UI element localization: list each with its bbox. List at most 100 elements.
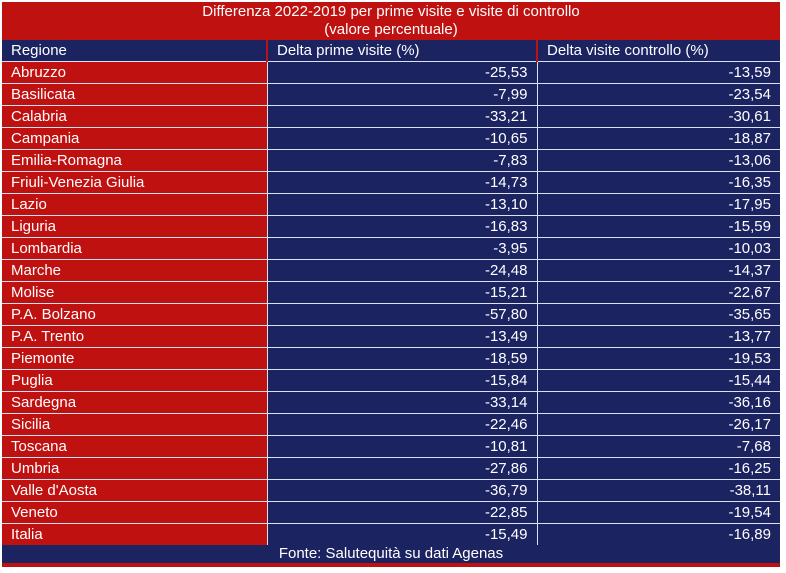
- table-row: Lombardia -3,95 -10,03: [2, 237, 780, 260]
- delta-prime-cell: -24,48: [266, 259, 538, 282]
- table-row: Marche -24,48 -14,37: [2, 259, 780, 282]
- table-row: Puglia -15,84 -15,44: [2, 369, 780, 392]
- table-title: Differenza 2022-2019 per prime visite e …: [2, 2, 780, 40]
- data-table: Regione Delta prime visite (%) Delta vis…: [2, 40, 780, 545]
- delta-prime-cell: -15,84: [266, 369, 538, 392]
- table-row: Sicilia -22,46 -26,17: [2, 413, 780, 436]
- region-cell: Abruzzo: [2, 61, 268, 84]
- delta-prime-cell: -27,86: [266, 457, 538, 480]
- delta-prime-cell: -7,83: [266, 149, 538, 172]
- table-row: Valle d'Aosta -36,79 -38,11: [2, 479, 780, 502]
- delta-controllo-cell: -16,25: [536, 457, 780, 480]
- region-cell: Piemonte: [2, 347, 268, 370]
- delta-prime-cell: -15,21: [266, 281, 538, 304]
- header-regione: Regione: [2, 40, 267, 62]
- table-title-line1: Differenza 2022-2019 per prime visite e …: [202, 3, 580, 20]
- table-row: Italia -15,49 -16,89: [2, 523, 780, 545]
- delta-controllo-cell: -16,89: [536, 523, 780, 545]
- delta-prime-cell: -22,85: [266, 501, 538, 524]
- delta-controllo-cell: -38,11: [536, 479, 780, 502]
- delta-controllo-cell: -10,03: [536, 237, 780, 260]
- table-row: Lazio -13,10 -17,95: [2, 193, 780, 216]
- delta-controllo-cell: -13,59: [536, 61, 780, 84]
- delta-prime-cell: -22,46: [266, 413, 538, 436]
- table-row: Basilicata -7,99 -23,54: [2, 83, 780, 106]
- delta-prime-cell: -13,49: [266, 325, 538, 348]
- delta-prime-cell: -57,80: [266, 303, 538, 326]
- region-cell: Marche: [2, 259, 268, 282]
- bottom-red-strip: [2, 563, 780, 567]
- table-row: Toscana -10,81 -7,68: [2, 435, 780, 458]
- delta-controllo-cell: -13,77: [536, 325, 780, 348]
- delta-controllo-cell: -14,37: [536, 259, 780, 282]
- region-cell: P.A. Bolzano: [2, 303, 268, 326]
- region-cell: Molise: [2, 281, 268, 304]
- delta-prime-cell: -3,95: [266, 237, 538, 260]
- delta-prime-cell: -15,49: [266, 523, 538, 545]
- region-cell: Sicilia: [2, 413, 268, 436]
- delta-controllo-cell: -30,61: [536, 105, 780, 128]
- header-row: Regione Delta prime visite (%) Delta vis…: [2, 40, 780, 62]
- region-cell: Liguria: [2, 215, 268, 238]
- region-cell: Campania: [2, 127, 268, 150]
- table-body: Abruzzo -25,53 -13,59 Basilicata -7,99 -23,54…: [2, 61, 780, 545]
- table-row: Calabria -33,21 -30,61: [2, 105, 780, 128]
- region-cell: P.A. Trento: [2, 325, 268, 348]
- table-row: Campania -10,65 -18,87: [2, 127, 780, 150]
- region-cell: Calabria: [2, 105, 268, 128]
- region-cell: Lombardia: [2, 237, 268, 260]
- table-row: Sardegna -33,14 -36,16: [2, 391, 780, 414]
- delta-controllo-cell: -7,68: [536, 435, 780, 458]
- table-row: Friuli-Venezia Giulia -14,73 -16,35: [2, 171, 780, 194]
- region-cell: Basilicata: [2, 83, 268, 106]
- table-row: Emilia-Romagna -7,83 -13,06: [2, 149, 780, 172]
- delta-prime-cell: -18,59: [266, 347, 538, 370]
- region-cell: Friuli-Venezia Giulia: [2, 171, 268, 194]
- delta-controllo-cell: -17,95: [536, 193, 780, 216]
- header-delta-visite-controllo: Delta visite controllo (%): [536, 40, 780, 62]
- delta-controllo-cell: -19,54: [536, 501, 780, 524]
- delta-controllo-cell: -26,17: [536, 413, 780, 436]
- delta-controllo-cell: -15,44: [536, 369, 780, 392]
- table-row: P.A. Bolzano -57,80 -35,65: [2, 303, 780, 326]
- delta-controllo-cell: -35,65: [536, 303, 780, 326]
- delta-controllo-cell: -19,53: [536, 347, 780, 370]
- region-cell: Lazio: [2, 193, 268, 216]
- region-cell: Valle d'Aosta: [2, 479, 268, 502]
- table-row: Umbria -27,86 -16,25: [2, 457, 780, 480]
- region-cell: Sardegna: [2, 391, 268, 414]
- delta-controllo-cell: -13,06: [536, 149, 780, 172]
- table-row: Piemonte -18,59 -19,53: [2, 347, 780, 370]
- header-delta-prime-visite: Delta prime visite (%): [266, 40, 537, 62]
- delta-prime-cell: -13,10: [266, 193, 538, 216]
- delta-controllo-cell: -22,67: [536, 281, 780, 304]
- table-row: Veneto -22,85 -19,54: [2, 501, 780, 524]
- table-title-line2: (valore percentuale): [324, 21, 458, 38]
- region-cell: Umbria: [2, 457, 268, 480]
- delta-prime-cell: -14,73: [266, 171, 538, 194]
- region-cell: Toscana: [2, 435, 268, 458]
- delta-prime-cell: -33,21: [266, 105, 538, 128]
- delta-prime-cell: -16,83: [266, 215, 538, 238]
- delta-prime-cell: -33,14: [266, 391, 538, 414]
- report-table: Differenza 2022-2019 per prime visite e …: [2, 2, 780, 567]
- delta-prime-cell: -10,65: [266, 127, 538, 150]
- region-cell: Italia: [2, 523, 268, 545]
- delta-prime-cell: -7,99: [266, 83, 538, 106]
- delta-prime-cell: -25,53: [266, 61, 538, 84]
- table-row: Liguria -16,83 -15,59: [2, 215, 780, 238]
- delta-prime-cell: -10,81: [266, 435, 538, 458]
- delta-controllo-cell: -36,16: [536, 391, 780, 414]
- source-note: Fonte: Salutequità su dati Agenas: [2, 545, 780, 563]
- delta-controllo-cell: -16,35: [536, 171, 780, 194]
- table-row: Abruzzo -25,53 -13,59: [2, 61, 780, 84]
- table-row: Molise -15,21 -22,67: [2, 281, 780, 304]
- region-cell: Veneto: [2, 501, 268, 524]
- delta-prime-cell: -36,79: [266, 479, 538, 502]
- table-row: P.A. Trento -13,49 -13,77: [2, 325, 780, 348]
- region-cell: Emilia-Romagna: [2, 149, 268, 172]
- region-cell: Puglia: [2, 369, 268, 392]
- delta-controllo-cell: -23,54: [536, 83, 780, 106]
- delta-controllo-cell: -18,87: [536, 127, 780, 150]
- delta-controllo-cell: -15,59: [536, 215, 780, 238]
